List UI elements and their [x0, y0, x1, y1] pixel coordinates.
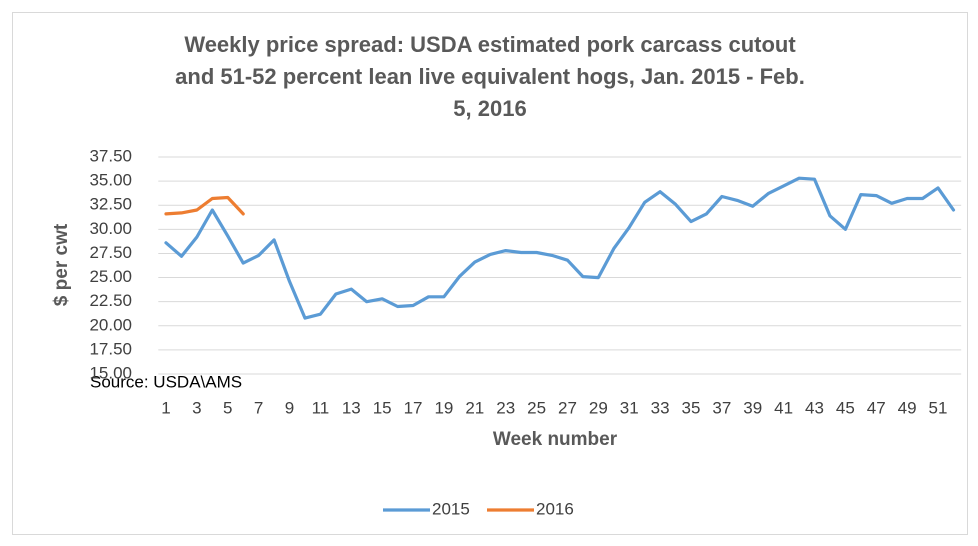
x-tick-label: 15	[373, 398, 392, 417]
x-tick-label: 47	[867, 398, 886, 417]
x-tick-label: 31	[620, 398, 639, 417]
x-tick-label: 41	[774, 398, 793, 417]
x-tick-label: 45	[836, 398, 855, 417]
y-tick-label: 22.50	[89, 291, 132, 310]
x-tick-label: 27	[558, 398, 577, 417]
y-tick-label: 30.00	[89, 219, 132, 238]
x-tick-label: 13	[342, 398, 361, 417]
x-tick-label: 7	[254, 398, 263, 417]
legend-label: 2016	[536, 499, 574, 518]
x-tick-label: 51	[929, 398, 948, 417]
x-tick-label: 35	[682, 398, 701, 417]
source-note: Source: USDA\AMS	[90, 372, 242, 391]
y-tick-label: 25.00	[89, 267, 132, 286]
x-tick-label: 43	[805, 398, 824, 417]
x-tick-label: 3	[192, 398, 201, 417]
x-tick-label: 49	[898, 398, 917, 417]
x-tick-label: 1	[161, 398, 170, 417]
x-tick-label: 33	[651, 398, 670, 417]
chart-title: 5, 2016	[453, 96, 526, 121]
x-tick-label: 19	[434, 398, 453, 417]
x-tick-label: 37	[712, 398, 731, 417]
chart-title: and 51-52 percent lean live equivalent h…	[175, 64, 805, 89]
x-tick-label: 21	[465, 398, 484, 417]
chart-title: Weekly price spread: USDA estimated pork…	[184, 32, 796, 57]
x-tick-label: 23	[496, 398, 515, 417]
x-tick-label: 11	[312, 398, 330, 417]
legend-label: 2015	[432, 499, 470, 518]
data-line	[164, 176, 956, 320]
x-tick-label: 25	[527, 398, 546, 417]
y-tick-label: 32.50	[89, 195, 132, 214]
y-tick-label: 37.50	[89, 146, 132, 165]
chart-border	[12, 12, 968, 535]
y-tick-label: 17.50	[89, 339, 132, 358]
x-tick-label: 39	[743, 398, 762, 417]
y-tick-label: 20.00	[89, 315, 132, 334]
y-tick-label: 15.00	[89, 363, 132, 382]
x-tick-label: 29	[589, 398, 608, 417]
y-tick-label: 27.50	[89, 243, 132, 262]
data-line	[164, 195, 245, 216]
x-tick-label: 17	[404, 398, 423, 417]
y-axis-label: $ per cwt	[51, 223, 72, 306]
x-tick-label: 9	[285, 398, 294, 417]
x-tick-label: 5	[223, 398, 232, 417]
y-tick-label: 35.00	[89, 171, 132, 190]
x-axis-label: Week number	[493, 429, 618, 450]
